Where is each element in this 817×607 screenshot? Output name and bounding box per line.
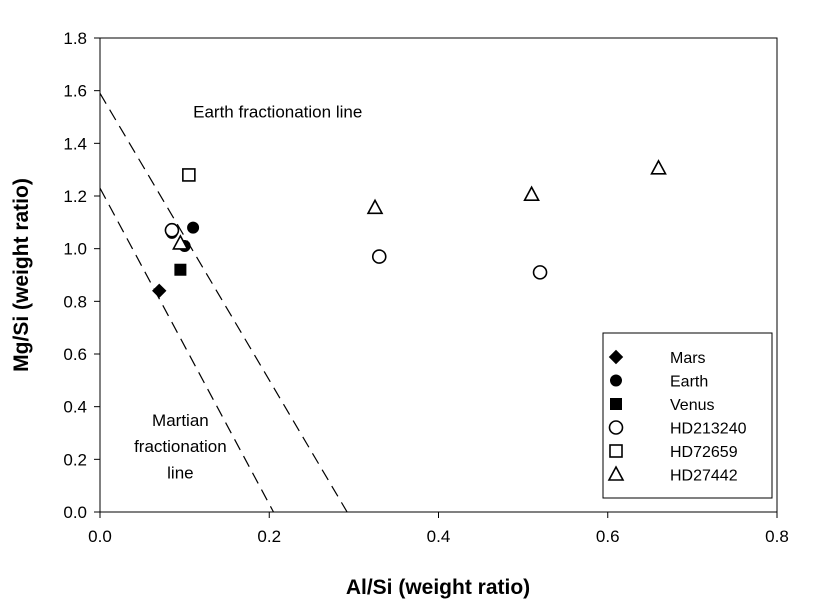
y-tick-label: 0.6 — [63, 345, 87, 364]
legend-marker-earth — [610, 374, 622, 387]
annotations: Earth fractionation line Martian fractio… — [134, 103, 362, 483]
martian-fractionation-line — [99, 187, 275, 513]
x-tick-label: 0.8 — [765, 527, 789, 546]
y-tick-label: 1.6 — [63, 82, 87, 101]
point-earth — [187, 221, 200, 234]
legend-marker-mars — [608, 349, 624, 365]
point-hd27442 — [172, 234, 189, 250]
legend-marker-hd213240 — [608, 420, 624, 435]
x-tick-label: 0.0 — [88, 527, 112, 546]
x-tick-label: 0.6 — [596, 527, 620, 546]
y-tick-label: 1.8 — [63, 29, 87, 48]
point-hd72659 — [182, 168, 196, 182]
y-tick-label: 0.4 — [63, 398, 87, 417]
legend-label-venus: Venus — [670, 397, 714, 414]
data-points — [152, 159, 667, 299]
y-tick-label: 1.4 — [63, 134, 87, 153]
legend-label-earth: Earth — [670, 374, 708, 391]
x-axis-title: Al/Si (weight ratio) — [346, 576, 530, 599]
legend: Mars Earth Venus HD213240 HD72659 HD27442 — [602, 332, 773, 499]
martian-line-annotation-3: line — [167, 464, 193, 483]
point-hd213240 — [532, 265, 548, 280]
y-tick-label: 0.0 — [63, 503, 87, 522]
martian-line-annotation-2: fractionation — [134, 437, 227, 456]
earth-line-annotation: Earth fractionation line — [193, 103, 362, 122]
point-hd27442 — [523, 185, 540, 201]
y-tick-label: 0.8 — [63, 292, 87, 311]
legend-marker-hd72659 — [609, 444, 623, 458]
point-hd27442 — [366, 198, 384, 215]
legend-box — [602, 332, 773, 499]
point-venus — [174, 263, 187, 276]
legend-label-hd27442: HD27442 — [670, 468, 738, 485]
legend-marker-hd27442 — [607, 465, 625, 481]
legend-marker-venus — [610, 398, 622, 410]
x-tick-label: 0.2 — [257, 527, 281, 546]
earth-fractionation-line — [99, 92, 348, 513]
y-tick-label: 1.0 — [63, 240, 87, 259]
legend-label-hd72659: HD72659 — [670, 444, 738, 461]
x-tick-label: 0.4 — [427, 527, 451, 546]
point-hd27442 — [650, 159, 667, 175]
martian-line-annotation-1: Martian — [152, 411, 209, 430]
y-tick-label: 0.2 — [63, 450, 87, 469]
y-tick-label: 1.2 — [63, 187, 87, 206]
y-axis-title: Mg/Si (weight ratio) — [10, 178, 33, 372]
point-hd213240 — [371, 249, 387, 264]
fractionation-lines — [99, 92, 348, 513]
point-mars — [152, 283, 167, 299]
axis-ticks: 0.0 0.2 0.4 0.6 0.8 0.0 0.2 0.4 0.6 0.8 1.0 1.2 1.4 1… — [63, 29, 788, 546]
legend-label-mars: Mars — [670, 350, 706, 367]
point-hd213240 — [164, 222, 180, 238]
legend-label-hd213240: HD213240 — [670, 421, 747, 438]
